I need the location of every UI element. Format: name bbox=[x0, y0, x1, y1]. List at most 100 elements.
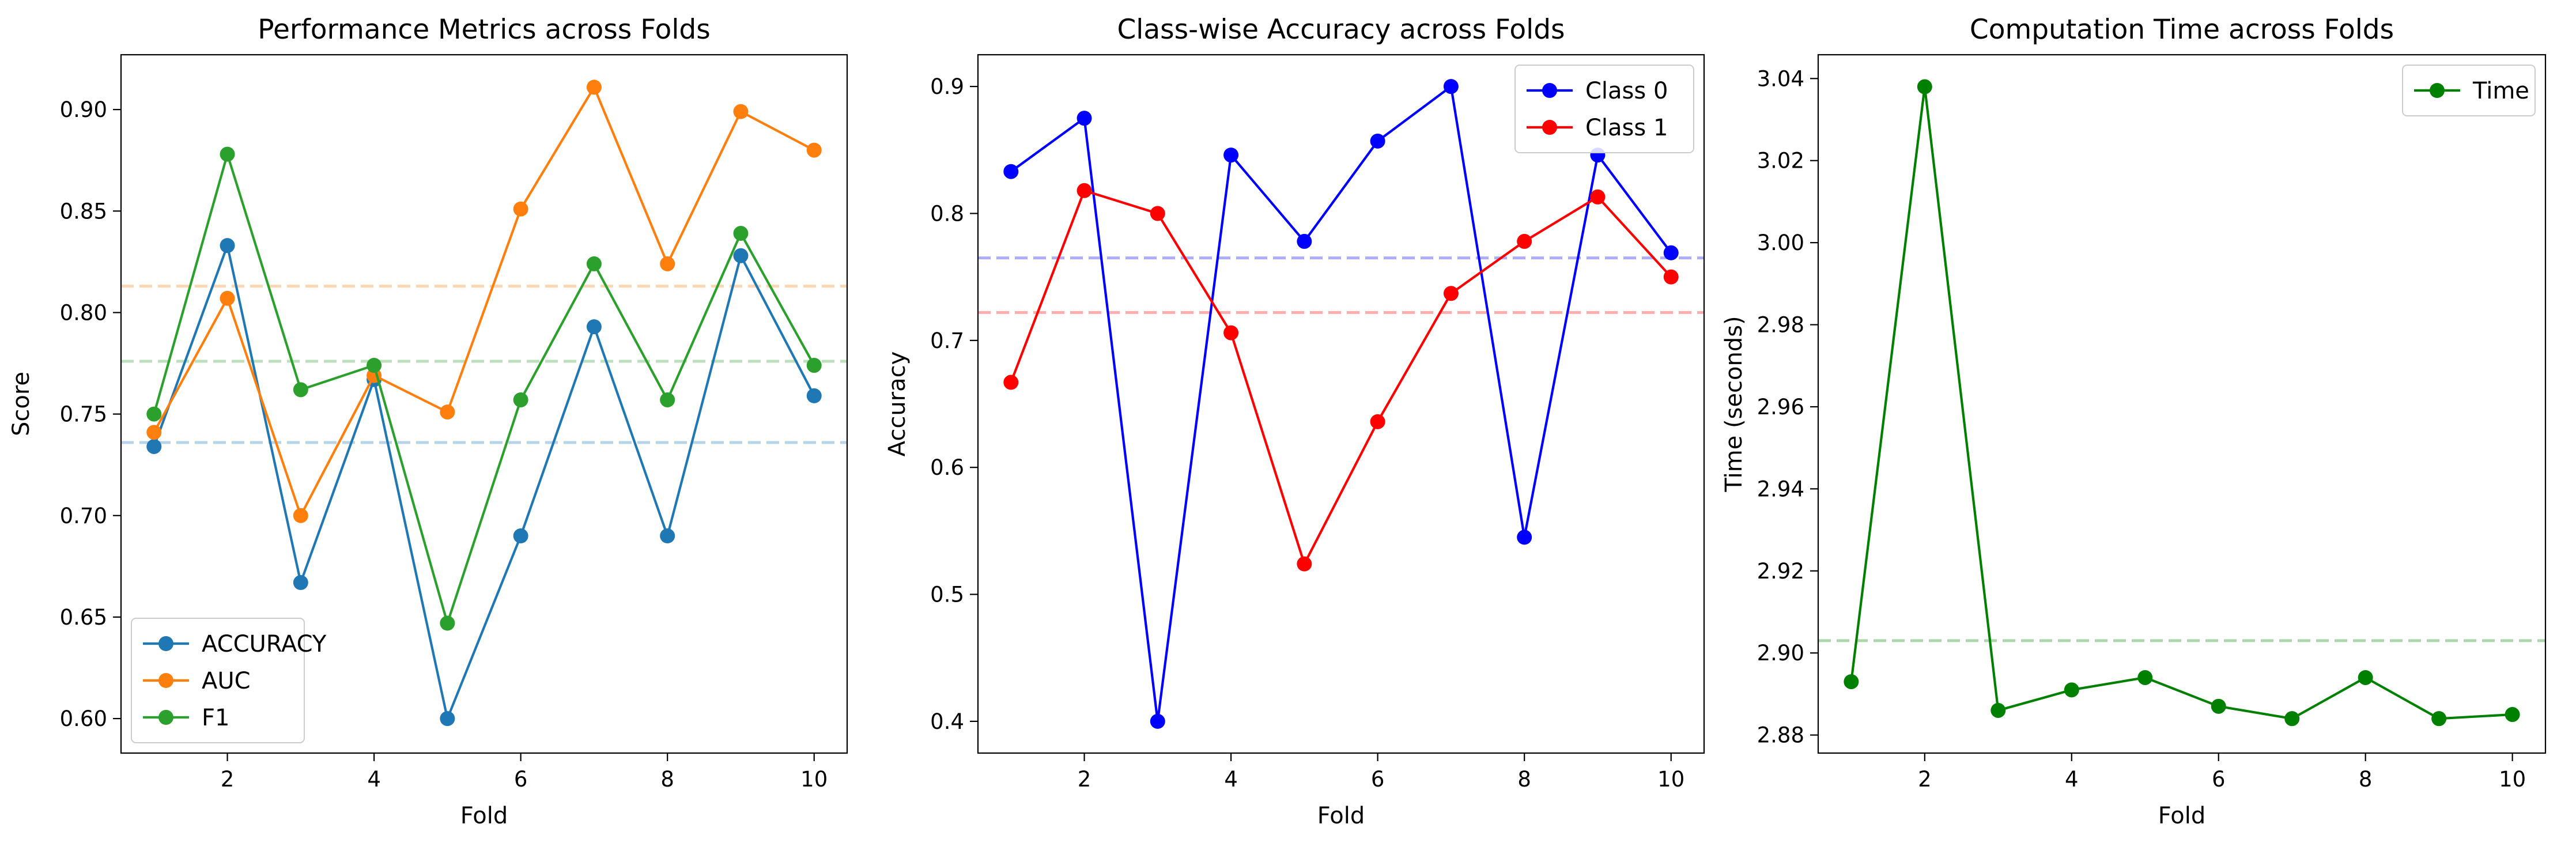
legend-marker bbox=[158, 710, 173, 725]
y-tick-label: 3.02 bbox=[1757, 149, 1804, 173]
data-point bbox=[806, 388, 822, 403]
x-axis-label: Fold bbox=[460, 803, 508, 829]
legend-label: F1 bbox=[202, 705, 229, 731]
chart-title: Computation Time across Folds bbox=[1970, 14, 2394, 46]
data-point bbox=[513, 392, 528, 407]
data-point bbox=[2358, 670, 2373, 685]
legend: Class 0 Class 1 bbox=[1514, 65, 1694, 153]
legend-box bbox=[1514, 65, 1694, 153]
series-line-f1 bbox=[153, 153, 815, 625]
y-axis-label: Time (seconds) bbox=[1721, 316, 1747, 492]
legend-marker bbox=[1542, 83, 1557, 98]
x-axis-label: Fold bbox=[1317, 803, 1365, 829]
series-line-time bbox=[1850, 85, 2513, 720]
data-point bbox=[146, 425, 162, 440]
data-point bbox=[1003, 164, 1019, 179]
y-tick-label: 2.90 bbox=[1757, 641, 1804, 666]
data-point bbox=[440, 711, 455, 727]
y-tick-label: 2.98 bbox=[1757, 313, 1804, 338]
y-tick-label: 2.88 bbox=[1757, 723, 1804, 748]
data-point bbox=[1443, 286, 1459, 301]
data-point bbox=[146, 406, 162, 422]
data-point bbox=[1590, 189, 1606, 205]
data-point bbox=[220, 238, 235, 254]
data-point bbox=[1150, 206, 1165, 221]
legend-label: Class 1 bbox=[1585, 115, 1668, 141]
data-point bbox=[1917, 79, 1932, 94]
x-tick-label: 4 bbox=[1224, 767, 1238, 792]
data-point bbox=[293, 382, 308, 398]
axes-frame bbox=[120, 54, 848, 754]
legend-marker bbox=[158, 636, 173, 651]
y-tick-label: 0.75 bbox=[60, 402, 107, 427]
data-point bbox=[513, 201, 528, 217]
y-tick-label: 0.5 bbox=[930, 583, 964, 607]
data-point bbox=[733, 248, 749, 263]
x-tick-label: 6 bbox=[514, 767, 528, 792]
data-point bbox=[146, 438, 162, 454]
data-point bbox=[733, 104, 749, 119]
data-point bbox=[1517, 233, 1532, 249]
y-tick-label: 0.80 bbox=[60, 300, 107, 325]
data-point bbox=[586, 319, 602, 335]
series-line-auc bbox=[153, 86, 815, 517]
y-tick-label: 0.8 bbox=[930, 201, 964, 226]
y-tick-label: 0.90 bbox=[60, 97, 107, 122]
data-point bbox=[220, 146, 235, 162]
y-tick-label: 2.96 bbox=[1757, 395, 1804, 419]
legend-marker bbox=[158, 673, 173, 688]
x-tick-label: 10 bbox=[800, 767, 828, 792]
data-point bbox=[1077, 183, 1092, 198]
data-point bbox=[1370, 414, 1385, 429]
data-point bbox=[2284, 711, 2300, 727]
legend-label: ACCURACY bbox=[202, 631, 327, 657]
legend-box bbox=[2402, 65, 2536, 116]
data-point bbox=[1150, 713, 1165, 729]
data-point bbox=[1223, 325, 1239, 341]
y-tick-label: 0.9 bbox=[930, 74, 964, 99]
data-point bbox=[293, 575, 308, 591]
x-tick-label: 10 bbox=[2499, 767, 2526, 792]
data-point bbox=[513, 528, 528, 544]
y-tick-label: 0.60 bbox=[60, 706, 107, 731]
x-tick-label: 4 bbox=[2065, 767, 2079, 792]
chart-panel-1: Performance Metrics across Folds 2 4 6 8 10 0.… bbox=[8, 14, 848, 829]
data-point bbox=[1077, 111, 1092, 126]
y-tick-label: 3.00 bbox=[1757, 230, 1804, 255]
data-point bbox=[806, 358, 822, 373]
chart-panel-2: Class-wise Accuracy across Folds 2 4 6 8 10 0.… bbox=[884, 14, 1705, 829]
y-axis-label: Score bbox=[8, 372, 35, 436]
y-axis-label: Accuracy bbox=[884, 351, 911, 457]
data-point bbox=[1297, 233, 1312, 249]
data-point bbox=[1844, 674, 1859, 690]
data-point bbox=[1990, 702, 2006, 718]
data-point bbox=[1003, 375, 1019, 390]
data-point bbox=[2431, 711, 2447, 727]
data-point bbox=[1443, 79, 1459, 94]
axes-frame bbox=[1817, 54, 2547, 754]
data-point bbox=[220, 290, 235, 306]
data-point bbox=[586, 80, 602, 95]
data-point bbox=[660, 528, 675, 544]
data-point bbox=[1223, 148, 1239, 163]
data-point bbox=[367, 358, 382, 373]
y-tick-label: 3.04 bbox=[1757, 66, 1804, 91]
data-point bbox=[1517, 530, 1532, 545]
x-tick-label: 8 bbox=[1517, 767, 1531, 792]
data-point bbox=[2211, 698, 2226, 714]
data-point bbox=[1663, 245, 1679, 260]
x-tick-label: 8 bbox=[660, 767, 674, 792]
y-tick-label: 0.6 bbox=[930, 455, 964, 480]
axes-frame bbox=[977, 54, 1705, 754]
legend-marker bbox=[2430, 83, 2445, 98]
y-tick-label: 0.7 bbox=[930, 328, 964, 353]
legend: Time bbox=[2402, 65, 2536, 116]
y-tick-label: 0.4 bbox=[930, 709, 964, 734]
chart-title: Class-wise Accuracy across Folds bbox=[1117, 14, 1565, 46]
data-point bbox=[2137, 670, 2153, 685]
data-point bbox=[586, 256, 602, 271]
y-tick-label: 0.65 bbox=[60, 605, 107, 630]
chart-panel-3: Computation Time across Folds 2 4 6 8 10 2.88 2… bbox=[1721, 14, 2547, 829]
x-tick-label: 6 bbox=[1371, 767, 1385, 792]
